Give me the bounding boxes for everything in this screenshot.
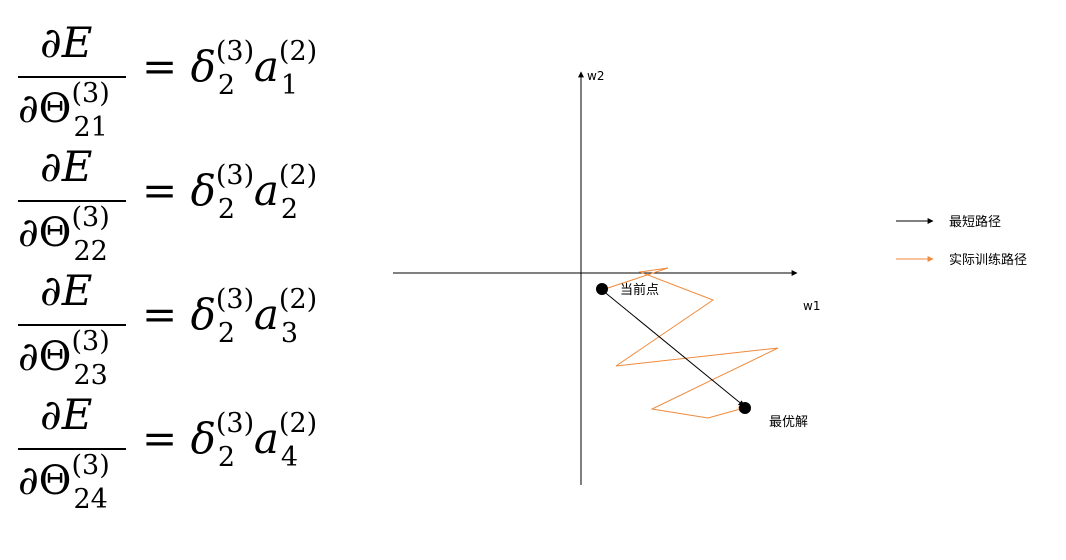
subscript: 23 [73, 360, 108, 391]
superscript: (2) [278, 160, 318, 191]
current-point-marker [596, 283, 608, 295]
index-stack: (2) 2 [279, 160, 317, 225]
numerator: ∂E [40, 266, 93, 315]
numerator: ∂E [40, 18, 93, 67]
legend: 最短路径 实际训练路径 [896, 214, 1027, 268]
index-stack: (2) 4 [279, 408, 317, 473]
index-stack: (3) 21 [71, 78, 109, 143]
right-hand-side: = δ (3) 2 a (2) 1 [142, 36, 317, 101]
index-stack: (3) 24 [71, 450, 109, 515]
superscript: (3) [215, 408, 255, 439]
legend-shortest-label: 最短路径 [949, 214, 1001, 230]
superscript: (3) [71, 202, 110, 233]
optimum-marker [739, 402, 751, 414]
fraction-bar [18, 448, 126, 450]
denominator: ∂Θ (3) 21 [18, 78, 110, 143]
numerator: ∂E [40, 142, 93, 191]
index-stack: (3) 22 [71, 202, 109, 267]
fraction-bar [18, 324, 126, 326]
index-stack: (3) 2 [216, 160, 254, 225]
denominator-symbol: ∂Θ [18, 334, 72, 380]
equation-3: ∂E ∂Θ (3) 23 = δ (3) 2 a (2) 3 [18, 266, 338, 391]
index-stack: (2) 3 [279, 284, 317, 349]
delta-symbol: δ [190, 290, 216, 339]
superscript: (3) [71, 78, 110, 109]
fraction-bar [18, 76, 126, 78]
subscript: 4 [280, 442, 299, 473]
denominator-symbol: ∂Θ [18, 210, 72, 256]
delta-symbol: δ [190, 414, 216, 463]
equals-sign: = [142, 42, 178, 91]
denominator: ∂Θ (3) 22 [18, 202, 110, 267]
activation-symbol: a [253, 166, 279, 215]
equals-sign: = [142, 290, 178, 339]
actual-training-path [601, 267, 779, 419]
denominator: ∂Θ (3) 23 [18, 326, 110, 391]
subscript: 2 [217, 70, 236, 101]
y-axis-label: w2 [587, 69, 604, 83]
equation-4: ∂E ∂Θ (3) 24 = δ (3) 2 a (2) 4 [18, 390, 338, 515]
legend-actual-label: 实际训练路径 [949, 252, 1027, 268]
index-stack: (2) 1 [279, 36, 317, 101]
equation-1: ∂E ∂Θ (3) 21 = δ (3) 2 a (2) 1 [18, 18, 338, 143]
optimum-label: 最优解 [769, 415, 808, 430]
shortest-path [601, 289, 745, 407]
superscript: (3) [71, 450, 110, 481]
subscript: 22 [73, 236, 108, 267]
equation-list: ∂E ∂Θ (3) 21 = δ (3) 2 a (2) 1 ∂E ∂Θ (3) 22 = δ (3… [18, 18, 338, 515]
activation-symbol: a [253, 414, 279, 463]
activation-symbol: a [253, 290, 279, 339]
current-point-label: 当前点 [620, 282, 659, 298]
subscript: 24 [73, 484, 108, 515]
delta-symbol: δ [190, 166, 216, 215]
subscript: 1 [280, 70, 299, 101]
index-stack: (3) 2 [216, 408, 254, 473]
equals-sign: = [142, 414, 178, 463]
superscript: (3) [215, 284, 255, 315]
subscript: 3 [280, 318, 299, 349]
denominator-symbol: ∂Θ [18, 458, 72, 504]
index-stack: (3) 23 [71, 326, 109, 391]
index-stack: (3) 2 [216, 36, 254, 101]
superscript: (3) [215, 36, 255, 67]
superscript: (3) [71, 326, 110, 357]
subscript: 2 [217, 442, 236, 473]
numerator: ∂E [40, 390, 93, 439]
subscript: 21 [73, 112, 108, 143]
right-hand-side: = δ (3) 2 a (2) 3 [142, 284, 317, 349]
subscript: 2 [217, 194, 236, 225]
subscript: 2 [217, 318, 236, 349]
delta-symbol: δ [190, 42, 216, 91]
index-stack: (3) 2 [216, 284, 254, 349]
right-hand-side: = δ (3) 2 a (2) 2 [142, 160, 317, 225]
denominator: ∂Θ (3) 24 [18, 450, 110, 515]
subscript: 2 [280, 194, 299, 225]
superscript: (3) [215, 160, 255, 191]
denominator-symbol: ∂Θ [18, 86, 72, 132]
activation-symbol: a [253, 42, 279, 91]
right-hand-side: = δ (3) 2 a (2) 4 [142, 408, 317, 473]
superscript: (2) [278, 36, 318, 67]
equals-sign: = [142, 166, 178, 215]
superscript: (2) [278, 284, 318, 315]
superscript: (2) [278, 408, 318, 439]
equation-2: ∂E ∂Θ (3) 22 = δ (3) 2 a (2) 2 [18, 142, 338, 267]
fraction-bar [18, 200, 126, 202]
x-axis-label: w1 [803, 299, 820, 313]
